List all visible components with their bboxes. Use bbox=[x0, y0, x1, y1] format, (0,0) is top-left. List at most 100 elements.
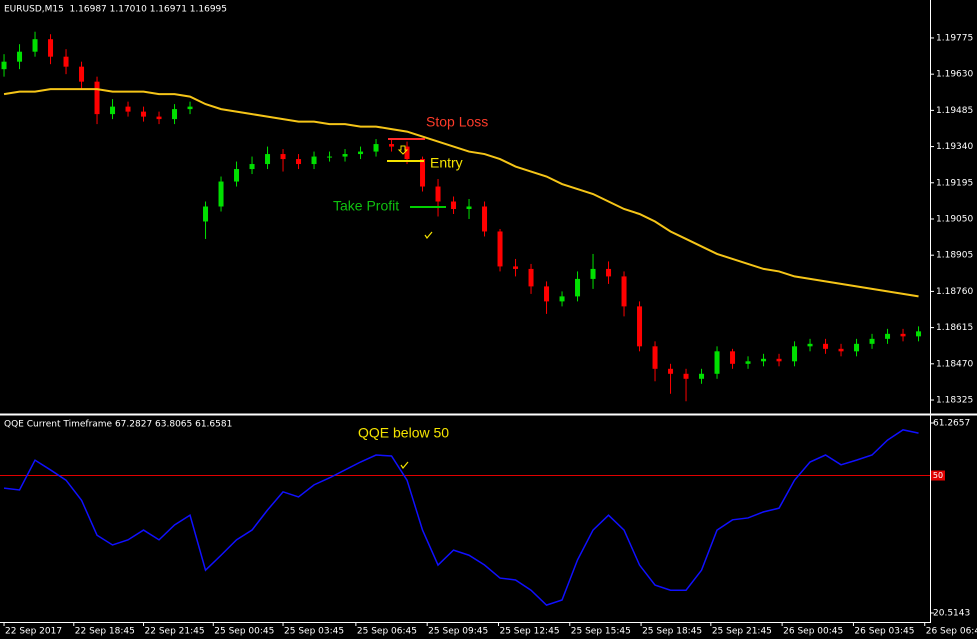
candle-body bbox=[482, 206, 488, 232]
candle-body bbox=[823, 343, 829, 349]
check-mark bbox=[424, 231, 433, 240]
candle-body bbox=[699, 373, 705, 379]
candle-body bbox=[575, 278, 581, 297]
x-tick-label: 22 Sep 2017 bbox=[5, 627, 62, 637]
candle-body bbox=[792, 346, 798, 362]
candle-body bbox=[869, 338, 875, 344]
candle-body bbox=[838, 348, 844, 352]
x-tick-label: 22 Sep 18:45 bbox=[75, 627, 135, 637]
candle-body bbox=[17, 51, 23, 62]
candle-body bbox=[265, 154, 271, 165]
x-tick-label: 22 Sep 21:45 bbox=[145, 627, 205, 637]
x-tick-label: 25 Sep 12:45 bbox=[499, 627, 559, 637]
candle-body bbox=[652, 346, 658, 369]
candle-body bbox=[451, 201, 457, 209]
candle-body bbox=[141, 111, 147, 117]
y-tick-label: 1.18615 bbox=[936, 323, 973, 333]
candle-body bbox=[48, 39, 54, 57]
candle-body bbox=[404, 146, 410, 160]
candle-body bbox=[621, 276, 627, 307]
candle-body bbox=[683, 373, 689, 379]
take-profit-label: Take Profit bbox=[333, 198, 399, 214]
candle-body bbox=[234, 169, 240, 182]
entry-arrow bbox=[397, 145, 409, 155]
candle-body bbox=[590, 268, 596, 279]
qqe-annotation: QQE below 50 bbox=[358, 425, 449, 441]
candle-body bbox=[513, 266, 519, 269]
entry-label: Entry bbox=[430, 155, 463, 171]
candle-body bbox=[714, 351, 720, 374]
x-tick-label: 25 Sep 21:45 bbox=[712, 627, 772, 637]
candle-body bbox=[63, 56, 69, 67]
y-tick-label: 1.19485 bbox=[936, 106, 973, 116]
chart-title: EURUSD,M15 1.16987 1.17010 1.16971 1.169… bbox=[4, 5, 227, 15]
candle-body bbox=[280, 154, 286, 160]
y-tick-label: 20.5143 bbox=[933, 608, 970, 618]
candle-body bbox=[218, 181, 224, 207]
x-tick-label: 26 Sep 00:45 bbox=[783, 627, 843, 637]
x-tick-label: 26 Sep 03:45 bbox=[854, 627, 914, 637]
candle-body bbox=[110, 106, 116, 115]
candle-body bbox=[559, 296, 565, 302]
x-tick-label: 26 Sep 06:45 bbox=[926, 627, 977, 637]
candle-body bbox=[342, 154, 348, 157]
candle-body bbox=[327, 156, 333, 158]
candle-body bbox=[203, 206, 209, 222]
check-mark bbox=[400, 461, 409, 470]
candle-body bbox=[776, 358, 782, 362]
candle-body bbox=[435, 186, 441, 202]
candle-body bbox=[94, 81, 100, 115]
y-tick-label: 1.18325 bbox=[936, 396, 973, 406]
candle-body bbox=[187, 106, 193, 110]
y-tick-label: 1.19195 bbox=[936, 178, 973, 188]
candle-body bbox=[389, 144, 395, 147]
candle-body bbox=[606, 268, 612, 277]
candle-body bbox=[761, 358, 767, 362]
candle-body bbox=[358, 151, 364, 155]
candle-body bbox=[900, 333, 906, 337]
y-tick-label: 1.19050 bbox=[936, 214, 973, 224]
candle-body bbox=[807, 343, 813, 347]
x-tick-label: 25 Sep 06:45 bbox=[357, 627, 417, 637]
marks: 22 Sep 2017 22 Sep 18:45 22 Sep 21:45 25 Se… bbox=[0, 31, 977, 637]
qqe-line bbox=[3, 429, 919, 606]
candle-body bbox=[637, 306, 643, 347]
level-label: 50 bbox=[933, 471, 943, 480]
indicator-title: QQE Current Timeframe 67.2827 63.8065 61… bbox=[4, 420, 232, 430]
candle-body bbox=[125, 106, 131, 112]
candle-body bbox=[311, 156, 317, 165]
candle-body bbox=[854, 343, 860, 352]
y-tick-label: 1.19630 bbox=[936, 70, 973, 80]
candle-body bbox=[745, 361, 751, 364]
x-tick-label: 25 Sep 09:45 bbox=[428, 627, 488, 637]
level-badge bbox=[931, 470, 945, 481]
candle-body bbox=[156, 116, 162, 120]
candle-body bbox=[497, 231, 503, 267]
candle-body bbox=[528, 268, 534, 287]
moving-average bbox=[3, 88, 919, 298]
candle-body bbox=[544, 286, 550, 302]
y-tick-label: 1.19775 bbox=[936, 33, 973, 43]
candle-body bbox=[466, 206, 472, 209]
x-tick-label: 25 Sep 18:45 bbox=[642, 627, 702, 637]
stop-loss-label: Stop Loss bbox=[426, 114, 488, 130]
y-tick-label: 61.2657 bbox=[933, 419, 970, 429]
candle-body bbox=[668, 368, 674, 374]
x-tick-label: 25 Sep 00:45 bbox=[214, 627, 274, 637]
candle-body bbox=[916, 331, 922, 337]
candle-body bbox=[249, 164, 255, 170]
y-tick-label: 1.19340 bbox=[936, 142, 973, 152]
y-tick-label: 1.18470 bbox=[936, 359, 973, 369]
candle-body bbox=[296, 159, 302, 165]
y-tick-label: 1.18760 bbox=[936, 287, 973, 297]
y-tick-label: 1.18905 bbox=[936, 251, 973, 261]
candle-body bbox=[79, 66, 85, 82]
x-tick-label: 25 Sep 15:45 bbox=[571, 627, 631, 637]
candle-body bbox=[1, 61, 7, 70]
candle-body bbox=[730, 351, 736, 364]
x-tick-label: 25 Sep 03:45 bbox=[284, 627, 344, 637]
candle-body bbox=[420, 159, 426, 187]
